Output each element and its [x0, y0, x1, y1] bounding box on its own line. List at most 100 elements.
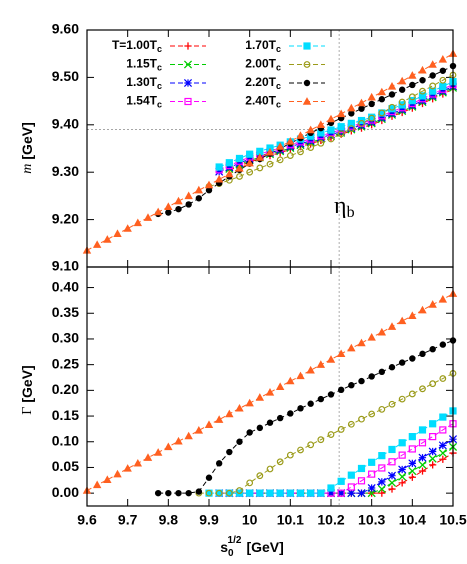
marker	[317, 436, 325, 444]
marker	[348, 110, 355, 117]
marker	[183, 60, 193, 69]
marker	[286, 451, 294, 459]
marker	[347, 420, 355, 428]
x-label-unit: [GeV]	[246, 539, 283, 555]
marker	[123, 464, 132, 472]
legend-label: 2.20Tc	[245, 75, 281, 91]
legend-label-main: 1.54T	[126, 94, 157, 108]
annotation-sub: b	[347, 204, 355, 221]
marker	[428, 454, 437, 463]
plot-frame	[86, 266, 454, 507]
marker	[296, 139, 305, 148]
marker	[408, 311, 417, 320]
marker	[357, 489, 366, 498]
x-tick-label: 10	[242, 512, 258, 528]
marker	[205, 187, 213, 194]
marker	[388, 400, 396, 408]
marker	[378, 452, 386, 460]
marker	[377, 113, 386, 122]
x-tick-label: 10.2	[317, 512, 344, 528]
marker	[195, 488, 203, 495]
marker	[337, 426, 345, 433]
marker	[388, 485, 396, 493]
marker	[418, 305, 427, 314]
marker	[245, 158, 254, 167]
marker	[429, 82, 437, 90]
marker	[275, 142, 285, 150]
y-label-unit: [GeV]	[19, 365, 35, 402]
marker	[303, 61, 311, 68]
marker	[326, 114, 336, 123]
y-tick-label: 9.60	[52, 21, 79, 37]
marker	[429, 380, 437, 388]
marker	[327, 391, 335, 398]
marker	[337, 489, 346, 498]
marker	[378, 109, 386, 117]
marker	[336, 109, 346, 118]
marker	[398, 105, 407, 114]
marker	[408, 433, 416, 441]
marker	[184, 42, 192, 50]
marker	[215, 460, 223, 467]
marker	[377, 327, 387, 336]
legend-label: 1.15Tc	[126, 57, 162, 73]
marker	[204, 420, 214, 428]
marker	[398, 86, 406, 93]
marker	[143, 453, 153, 461]
x-tick-label: 10.5	[439, 512, 466, 528]
marker	[429, 72, 436, 79]
y-tick-label: 0.05	[52, 458, 79, 474]
legend-label-main: 1.70T	[245, 38, 276, 52]
marker	[306, 365, 315, 374]
marker	[347, 103, 356, 112]
marker	[408, 445, 416, 453]
marker	[183, 78, 193, 88]
legend-label: T=1.00Tc	[112, 38, 162, 54]
marker	[225, 169, 234, 178]
x-tick-label: 9.7	[118, 512, 138, 528]
marker	[133, 218, 143, 227]
marker	[306, 136, 315, 145]
marker	[297, 446, 304, 454]
marker	[378, 464, 386, 472]
marker	[184, 191, 193, 200]
marker	[387, 322, 397, 330]
marker	[418, 65, 427, 74]
marker	[397, 76, 407, 85]
marker	[307, 489, 315, 497]
marker	[347, 119, 355, 127]
marker	[368, 470, 376, 478]
marker	[236, 438, 243, 445]
legend-label-main: 2.40T	[245, 94, 276, 108]
marker	[387, 471, 397, 480]
marker	[297, 148, 304, 156]
marker	[215, 489, 223, 497]
legend-label-sub: c	[276, 44, 281, 54]
marker	[439, 413, 447, 421]
marker	[438, 294, 448, 303]
marker	[378, 109, 386, 117]
marker	[256, 472, 264, 480]
x-axis-label: s0 1/2 [GeV]	[220, 535, 284, 559]
marker	[205, 474, 213, 481]
y-tick-label: 0.30	[52, 330, 79, 346]
marker	[307, 400, 314, 407]
marker	[307, 441, 315, 449]
marker	[296, 371, 305, 380]
y-tick-label: 9.10	[52, 258, 79, 274]
marker	[438, 441, 447, 450]
marker	[276, 458, 284, 466]
marker	[164, 202, 173, 211]
marker	[388, 458, 396, 466]
marker	[235, 159, 244, 168]
marker	[398, 451, 406, 459]
marker	[429, 346, 436, 353]
x-tick-label: 10.1	[277, 512, 304, 528]
marker	[378, 489, 386, 497]
marker	[123, 224, 132, 232]
marker	[165, 209, 172, 216]
marker	[367, 117, 376, 126]
marker	[226, 448, 233, 456]
marker	[387, 478, 397, 487]
marker	[255, 153, 265, 161]
